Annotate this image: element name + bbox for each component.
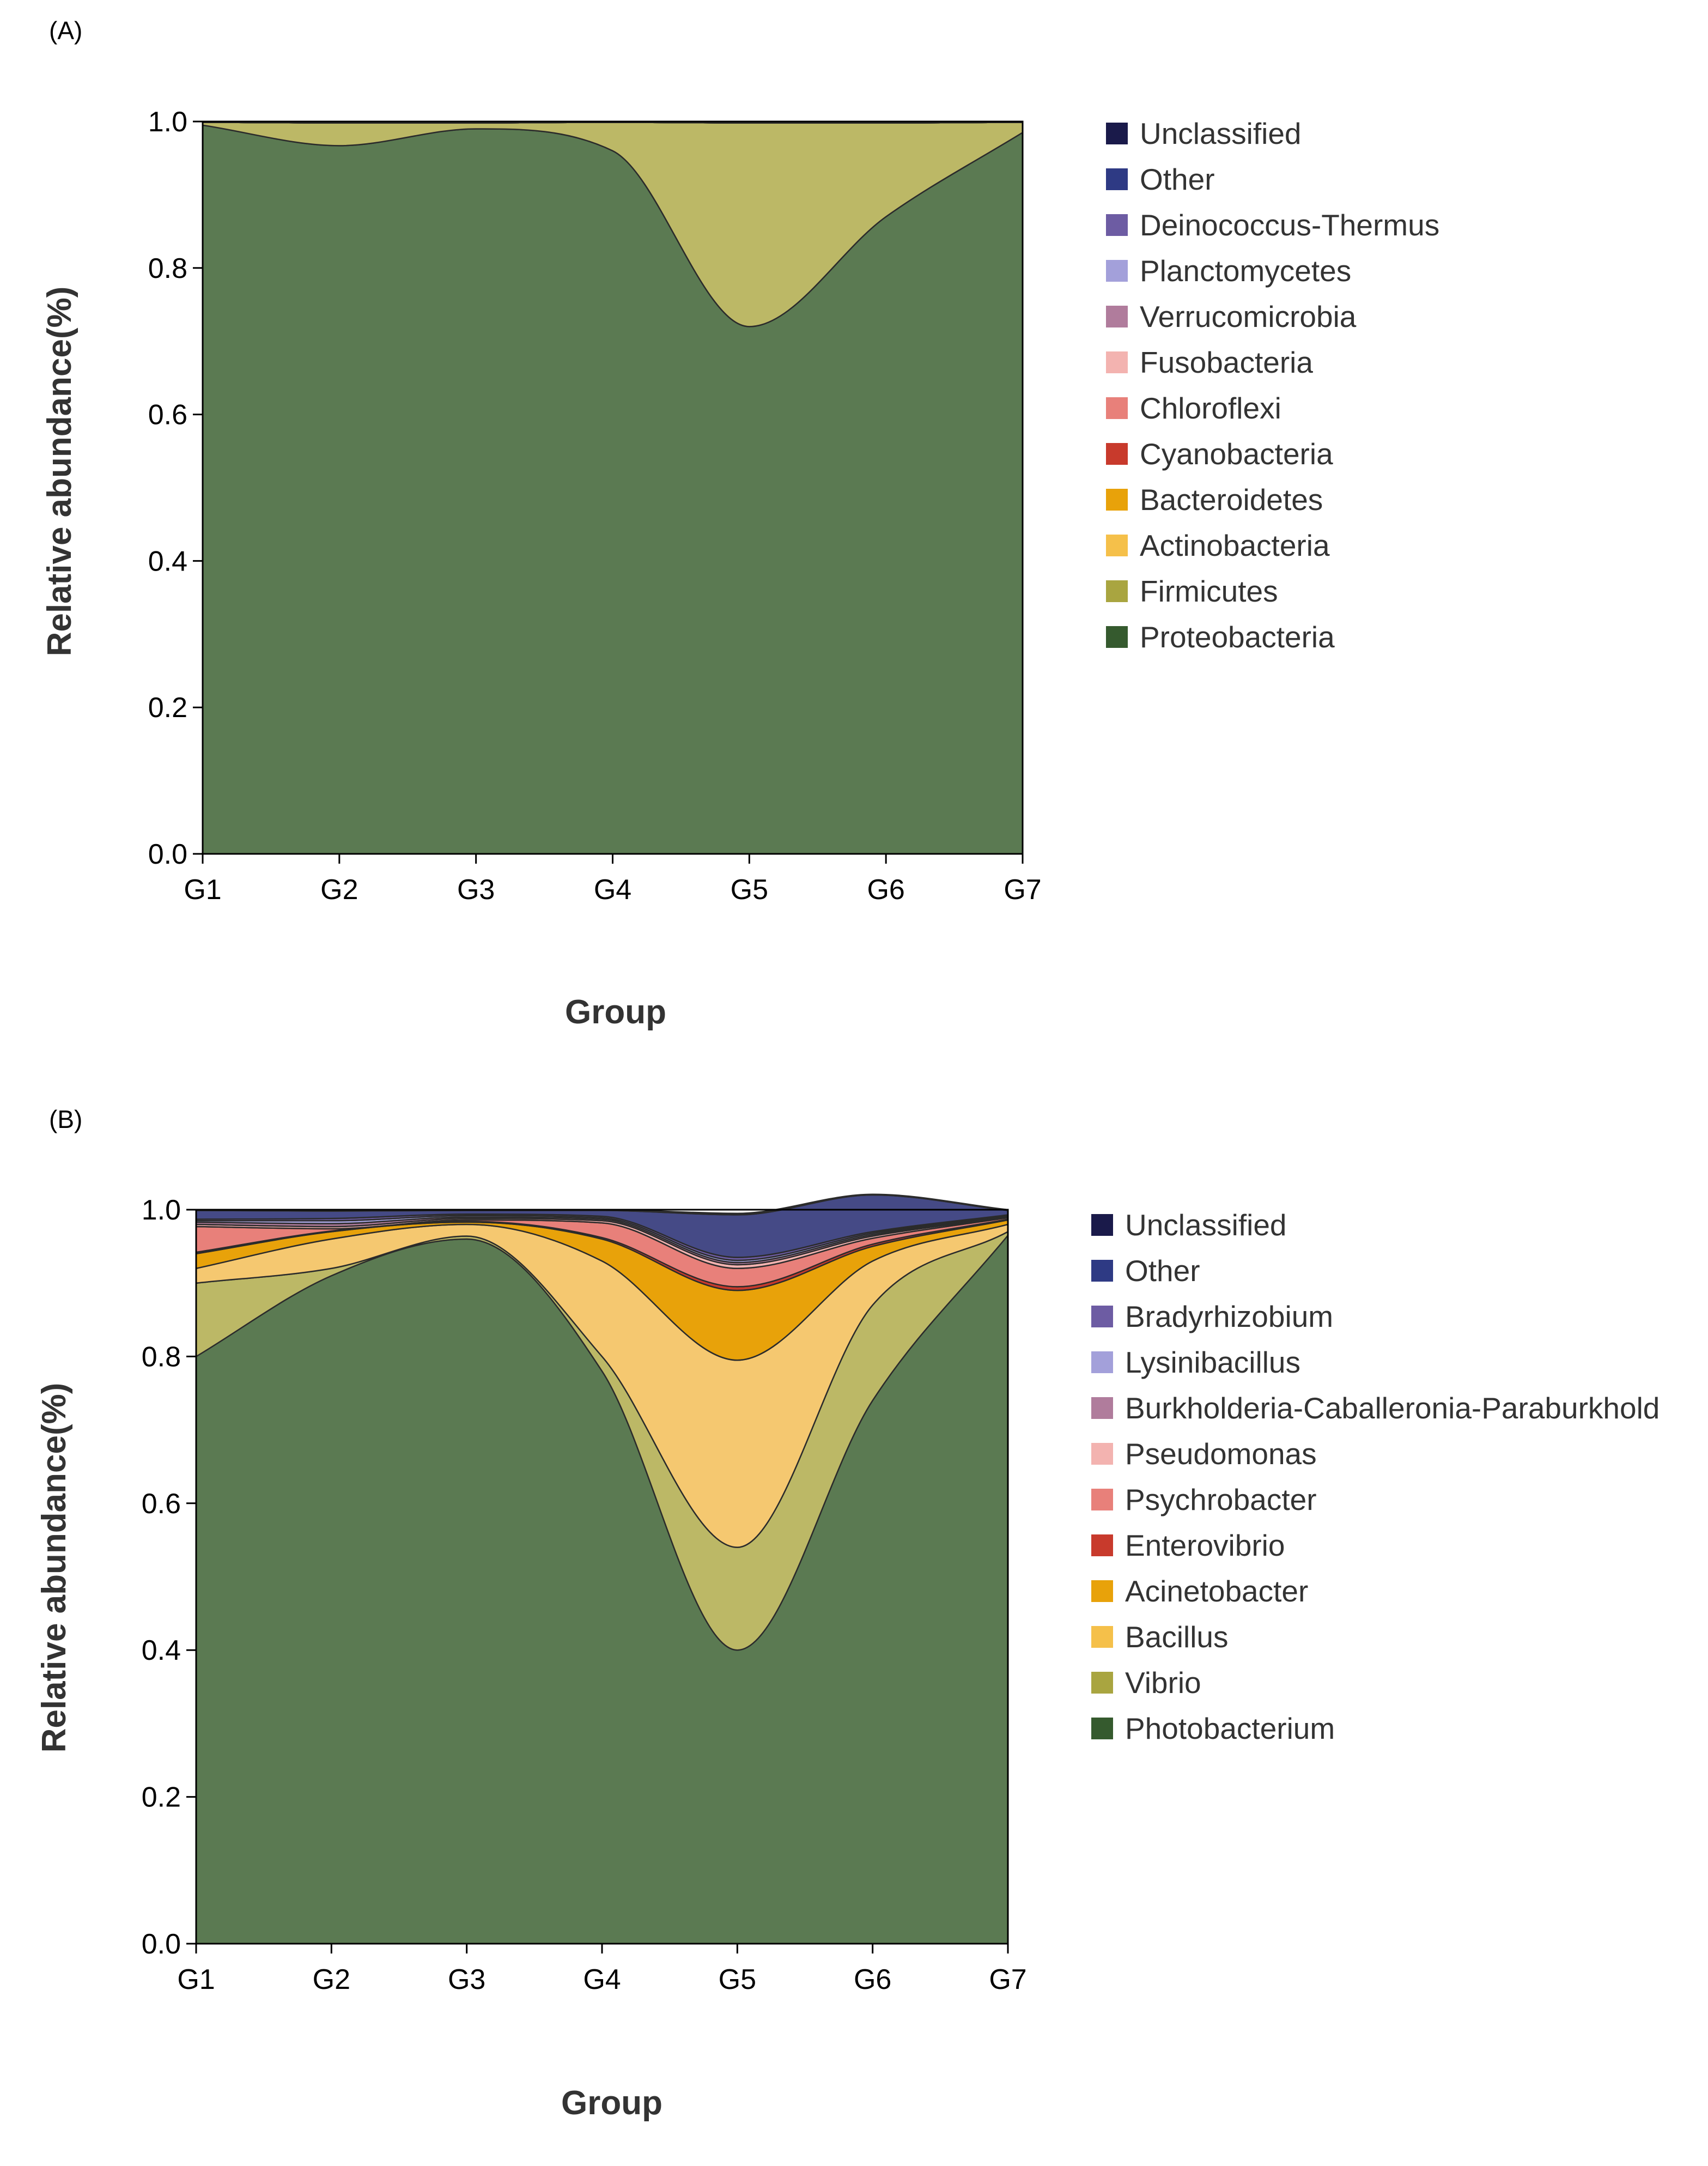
legend-swatch-bacteroidetes — [1106, 489, 1128, 511]
legend-label-pseudomonas: Pseudomonas — [1125, 1437, 1317, 1471]
legend-swatch-lysinibacillus — [1091, 1351, 1113, 1373]
x-tick-label: G4 — [594, 874, 631, 906]
legend-label-psychrobacter: Psychrobacter — [1125, 1483, 1317, 1516]
legend-label-other: Other — [1140, 162, 1215, 196]
legend-label-cyanobacteria: Cyanobacteria — [1140, 437, 1333, 471]
legend-swatch-firmicutes — [1106, 580, 1128, 602]
legend-swatch-other — [1106, 168, 1128, 190]
legend-label-vibrio: Vibrio — [1125, 1666, 1201, 1700]
legend-swatch-unclassified — [1091, 1214, 1113, 1236]
legend-label-bacteroidetes: Bacteroidetes — [1140, 483, 1323, 517]
legend-swatch-chloroflexi — [1106, 397, 1128, 419]
y-tick-label: 0.4 — [142, 1635, 181, 1666]
legend-label-photobacterium: Photobacterium — [1125, 1712, 1335, 1745]
panel-b: (B) 0.0 0.2 0.4 0.6 0.8 1.0 G1 G2 G3 G4 G5 G6 G7 Re… — [35, 1105, 1660, 2122]
legend-swatch-bacillus — [1091, 1626, 1113, 1648]
x-tick-label: G7 — [1004, 874, 1041, 906]
panel-b-y-ticks: 0.0 0.2 0.4 0.6 0.8 1.0 — [142, 1194, 196, 1960]
x-tick-label: G4 — [583, 1964, 621, 1995]
x-tick-label: G5 — [731, 874, 768, 906]
x-tick-label: G5 — [719, 1964, 756, 1995]
legend-swatch-proteobacteria — [1106, 626, 1128, 648]
y-tick-label: 0.8 — [148, 253, 187, 284]
x-tick-label: G2 — [320, 874, 358, 906]
legend-label-actinobacteria: Actinobacteria — [1140, 529, 1330, 562]
panel-a-legend: Unclassified Other Deinococcus-Thermus Plan… — [1106, 117, 1439, 654]
x-tick-label: G3 — [457, 874, 495, 906]
legend-label-fusobacteria: Fusobacteria — [1140, 345, 1313, 379]
y-tick-label: 0.0 — [142, 1928, 181, 1960]
panel-a-x-ticks: G1 G2 G3 G4 G5 G6 G7 — [184, 854, 1042, 906]
y-tick-label: 0.2 — [142, 1782, 181, 1813]
legend-swatch-acinetobacter — [1091, 1580, 1113, 1602]
legend-swatch-enterovibrio — [1091, 1534, 1113, 1556]
panel-a-y-axis-title: Relative abundance(%) — [41, 287, 78, 657]
legend-label-burkholderia-caballeronia-paraburkhold: Burkholderia-Caballeronia-Paraburkhold — [1125, 1391, 1660, 1425]
panel-b-y-axis-title: Relative abundance(%) — [35, 1383, 73, 1753]
y-tick-label: 0.8 — [142, 1341, 181, 1373]
legend-swatch-verrucomicrobia — [1106, 306, 1128, 327]
panel-b-legend: Unclassified Other Bradyrhizobium Lysinibac… — [1091, 1208, 1660, 1745]
legend-swatch-vibrio — [1091, 1672, 1113, 1694]
y-tick-label: 1.0 — [142, 1194, 181, 1226]
panel-a-areas — [202, 120, 1024, 855]
legend-label-bacillus: Bacillus — [1125, 1620, 1229, 1654]
area-proteobacteria — [202, 124, 1024, 855]
panel-b-x-ticks: G1 G2 G3 G4 G5 G6 G7 — [177, 1944, 1027, 1995]
legend-swatch-deinococcus-thermus — [1106, 214, 1128, 236]
legend-label-verrucomicrobia: Verrucomicrobia — [1140, 300, 1357, 333]
y-tick-label: 0.2 — [148, 692, 187, 724]
panel-b-areas — [195, 1193, 1009, 1945]
panel-a: (A) 0.0 0.2 0.4 0.6 0.8 1.0 G1 G2 G3 G4 G5 G6 G7 Re… — [41, 16, 1439, 1031]
legend-label-lysinibacillus: Lysinibacillus — [1125, 1345, 1300, 1379]
panel-a-y-ticks: 0.0 0.2 0.4 0.6 0.8 1.0 — [148, 106, 203, 870]
legend-swatch-bradyrhizobium — [1091, 1306, 1113, 1327]
panel-b-x-axis-title: Group — [561, 2084, 662, 2122]
legend-label-bradyrhizobium: Bradyrhizobium — [1125, 1300, 1333, 1333]
x-tick-label: G1 — [177, 1964, 215, 1995]
y-tick-label: 0.6 — [142, 1488, 181, 1520]
legend-swatch-planctomycetes — [1106, 260, 1128, 282]
legend-label-deinococcus-thermus: Deinococcus-Thermus — [1140, 208, 1439, 242]
legend-label-planctomycetes: Planctomycetes — [1140, 254, 1351, 288]
y-tick-label: 0.0 — [148, 839, 187, 870]
legend-swatch-other — [1091, 1260, 1113, 1282]
legend-label-acinetobacter: Acinetobacter — [1125, 1574, 1308, 1608]
y-tick-label: 1.0 — [148, 106, 187, 138]
x-tick-label: G1 — [184, 874, 221, 906]
legend-swatch-actinobacteria — [1106, 535, 1128, 556]
panel-a-x-axis-title: Group — [565, 993, 666, 1031]
legend-swatch-pseudomonas — [1091, 1443, 1113, 1465]
panel-a-label: (A) — [49, 16, 82, 45]
y-tick-label: 0.4 — [148, 545, 187, 577]
legend-swatch-photobacterium — [1091, 1718, 1113, 1739]
legend-label-firmicutes: Firmicutes — [1140, 574, 1278, 608]
legend-swatch-psychrobacter — [1091, 1489, 1113, 1510]
legend-swatch-burkholderia-caballeronia-paraburkhold — [1091, 1397, 1113, 1419]
x-tick-label: G3 — [448, 1964, 485, 1995]
x-tick-label: G2 — [313, 1964, 350, 1995]
legend-label-unclassified: Unclassified — [1140, 117, 1302, 150]
legend-swatch-cyanobacteria — [1106, 443, 1128, 465]
legend-label-chloroflexi: Chloroflexi — [1140, 391, 1281, 425]
legend-swatch-fusobacteria — [1106, 351, 1128, 373]
x-tick-label: G7 — [989, 1964, 1026, 1995]
legend-swatch-unclassified — [1106, 123, 1128, 144]
legend-label-enterovibrio: Enterovibrio — [1125, 1528, 1285, 1562]
legend-label-proteobacteria: Proteobacteria — [1140, 620, 1335, 654]
legend-label-unclassified: Unclassified — [1125, 1208, 1287, 1242]
x-tick-label: G6 — [854, 1964, 891, 1995]
y-tick-label: 0.6 — [148, 399, 187, 431]
panel-b-label: (B) — [49, 1105, 82, 1133]
x-tick-label: G6 — [867, 874, 904, 906]
legend-label-other: Other — [1125, 1254, 1200, 1288]
